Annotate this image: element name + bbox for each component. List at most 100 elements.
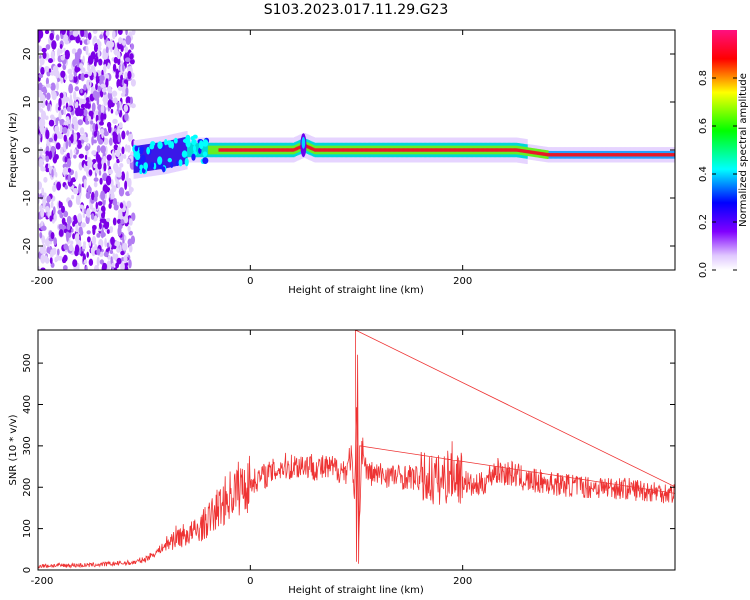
heatmap-cell bbox=[95, 74, 99, 85]
heatmap-core bbox=[268, 148, 270, 152]
heatmap-core bbox=[387, 148, 390, 152]
heatmap-cell bbox=[58, 111, 62, 120]
heatmap-core bbox=[238, 148, 241, 152]
heatmap-cell bbox=[112, 99, 118, 104]
heatmap-cell bbox=[39, 94, 46, 103]
heatmap-core bbox=[435, 148, 437, 152]
heatmap-cell bbox=[122, 211, 126, 217]
heatmap-cell bbox=[106, 229, 110, 234]
heatmap-core bbox=[570, 153, 572, 157]
heatmap-core bbox=[645, 153, 648, 157]
heatmap-core bbox=[638, 153, 641, 157]
heatmap-cell bbox=[48, 137, 54, 143]
heatmap-cell bbox=[74, 249, 79, 257]
heatmap-core bbox=[590, 153, 593, 157]
heatmap-cell bbox=[73, 121, 79, 131]
heatmap-blob bbox=[173, 137, 178, 144]
heatmap-core bbox=[342, 148, 344, 152]
heatmap-cell bbox=[53, 213, 57, 222]
heatmap-core bbox=[241, 148, 244, 152]
heatmap-core bbox=[624, 153, 627, 157]
heatmap-core bbox=[538, 151, 541, 156]
heatmap-cell bbox=[118, 122, 123, 129]
heatmap-cell bbox=[100, 83, 106, 88]
heatmap-cell bbox=[96, 145, 101, 153]
heatmap-band bbox=[145, 144, 147, 172]
heatmap-core bbox=[479, 148, 482, 152]
heatmap-core bbox=[356, 148, 358, 152]
heatmap-cell bbox=[115, 150, 121, 158]
heatmap-core bbox=[438, 148, 441, 152]
heatmap-core bbox=[550, 153, 553, 157]
heatmap-cell bbox=[103, 251, 109, 258]
heatmap-blob bbox=[157, 141, 163, 150]
heatmap-core bbox=[235, 148, 237, 152]
heatmap-core bbox=[418, 148, 421, 152]
heatmap-cell bbox=[62, 166, 69, 177]
heatmap-cell bbox=[121, 146, 125, 155]
heatmap-cell bbox=[121, 40, 127, 46]
heatmap-cell bbox=[97, 161, 102, 170]
heatmap-core bbox=[575, 153, 578, 157]
heatmap-cell bbox=[83, 109, 88, 117]
heatmap-core bbox=[664, 153, 667, 157]
heatmap-cell bbox=[110, 95, 113, 101]
heatmap-cell bbox=[71, 228, 74, 233]
heatmap-core bbox=[317, 148, 320, 152]
snr-xtick-label: 0 bbox=[247, 576, 253, 587]
heatmap-cell bbox=[99, 218, 106, 223]
heatmap-cell bbox=[108, 203, 112, 209]
heatmap-cell bbox=[46, 246, 51, 254]
heatmap-cell bbox=[49, 215, 53, 222]
heatmap-cell bbox=[41, 225, 47, 231]
heatmap-cell bbox=[127, 70, 132, 80]
heatmap-cell bbox=[55, 103, 60, 114]
heatmap-cell bbox=[98, 170, 102, 176]
heatmap-core bbox=[218, 148, 221, 152]
heatmap-cell bbox=[57, 63, 62, 68]
heatmap-cell bbox=[105, 30, 110, 37]
heatmap-core bbox=[400, 148, 403, 152]
heatmap-core bbox=[558, 153, 561, 157]
heatmap-cell bbox=[126, 206, 129, 217]
heatmap-cell bbox=[63, 243, 69, 251]
heatmap-core bbox=[609, 153, 612, 157]
heatmap-core bbox=[419, 148, 422, 152]
heatmap-core bbox=[414, 148, 417, 152]
heatmap-cell bbox=[51, 91, 57, 101]
heatmap-core bbox=[319, 148, 321, 152]
colorbar-tick-label: 0.8 bbox=[698, 70, 709, 86]
heatmap-cell bbox=[117, 125, 121, 136]
heatmap-core bbox=[364, 148, 367, 152]
heatmap-cell bbox=[117, 133, 121, 143]
heatmap-core bbox=[422, 148, 425, 152]
heatmap-cell bbox=[104, 237, 107, 248]
heatmap-core bbox=[631, 153, 634, 157]
heatmap-core bbox=[475, 148, 478, 152]
heatmap-band bbox=[187, 142, 189, 158]
heatmap-cell bbox=[87, 186, 92, 193]
heatmap-cell bbox=[85, 102, 90, 109]
heatmap-core bbox=[604, 153, 607, 157]
heatmap-cell bbox=[40, 208, 45, 218]
heatmap-core bbox=[271, 148, 274, 152]
heatmap-cell bbox=[112, 217, 117, 226]
heatmap-cell bbox=[116, 170, 122, 178]
heatmap-core bbox=[637, 153, 640, 157]
heatmap-cell bbox=[50, 82, 56, 91]
heatmap-cell bbox=[61, 205, 65, 213]
heatmap-core bbox=[669, 153, 672, 157]
heatmap-core bbox=[436, 148, 439, 152]
heatmap-core bbox=[617, 153, 620, 157]
heatmap-cell bbox=[39, 57, 45, 66]
heatmap-core bbox=[292, 148, 295, 152]
heatmap-core bbox=[297, 146, 300, 150]
heatmap-cell bbox=[66, 158, 72, 168]
heatmap-cell bbox=[67, 174, 71, 183]
heatmap-core bbox=[632, 153, 635, 157]
figure-title: S103.2023.017.11.29.G23 bbox=[264, 2, 449, 18]
heatmap-core bbox=[524, 149, 527, 153]
colorbar-tick-label: 0.6 bbox=[698, 118, 709, 134]
heatmap-cell bbox=[51, 169, 54, 178]
